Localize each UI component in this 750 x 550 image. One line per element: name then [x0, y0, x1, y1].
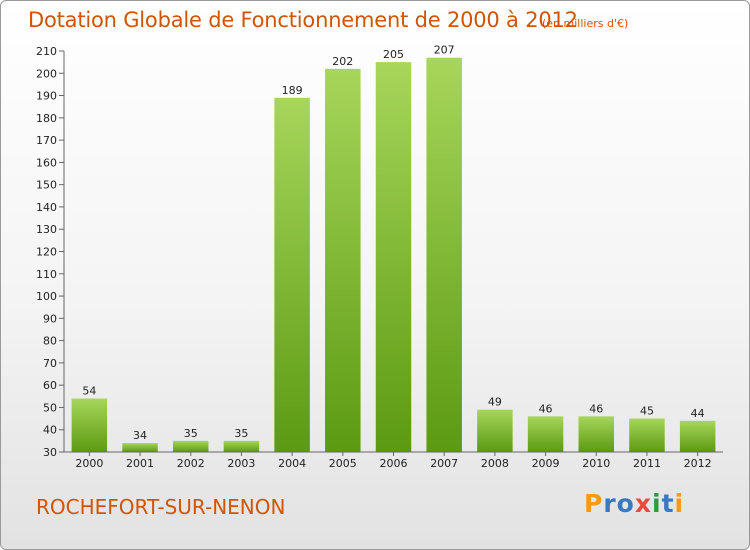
y-tick-label: 50: [43, 401, 57, 414]
value-label-2010: 46: [589, 402, 603, 415]
x-tick-label-2003: 2003: [227, 457, 255, 470]
x-tick-label-2004: 2004: [278, 457, 306, 470]
y-tick-label: 110: [36, 268, 57, 281]
bar-2007: [426, 57, 462, 452]
logo-letter: o: [616, 489, 635, 518]
logo-letter: P: [584, 489, 604, 518]
y-tick-label: 190: [36, 90, 57, 103]
logo-letter: r: [603, 489, 617, 518]
x-tick-label-2005: 2005: [329, 457, 357, 470]
value-label-2006: 205: [383, 48, 404, 61]
bar-2012: [679, 420, 716, 452]
bar-2000: [71, 398, 108, 452]
logo-letter: i: [674, 489, 685, 518]
value-label-2004: 189: [282, 84, 303, 97]
value-label-2000: 54: [82, 385, 96, 398]
y-tick-label: 120: [36, 246, 57, 259]
value-label-2011: 45: [640, 405, 654, 418]
y-tick-label: 40: [43, 424, 57, 437]
bar-2002: [172, 440, 209, 452]
x-tick-label-2002: 2002: [177, 457, 205, 470]
y-tick-label: 160: [36, 156, 57, 169]
x-tick-label-2011: 2011: [633, 457, 661, 470]
x-tick-label-2010: 2010: [582, 457, 610, 470]
y-tick-label: 90: [43, 312, 57, 325]
y-tick-label: 60: [43, 379, 57, 392]
bar-2010: [578, 416, 615, 452]
y-tick-label: 200: [36, 67, 57, 80]
value-label-2008: 49: [488, 396, 502, 409]
y-tick-label: 70: [43, 357, 57, 370]
y-tick-label: 140: [36, 201, 57, 214]
y-tick-label: 80: [43, 335, 57, 348]
y-tick-label: 170: [36, 134, 57, 147]
y-tick-label: 100: [36, 290, 57, 303]
y-tick-label: 180: [36, 112, 57, 125]
bar-2001: [122, 443, 158, 452]
logo-letter: t: [661, 489, 675, 518]
value-label-2012: 44: [691, 407, 705, 420]
logo-letter: x: [634, 489, 652, 518]
x-tick-label-2009: 2009: [532, 457, 560, 470]
y-tick-label: 130: [36, 223, 57, 236]
value-label-2007: 207: [434, 44, 455, 57]
value-label-2001: 34: [133, 429, 147, 442]
y-tick-label: 210: [36, 45, 57, 58]
x-tick-label-2000: 2000: [75, 457, 103, 470]
bar-2006: [375, 62, 412, 453]
x-tick-label-2012: 2012: [684, 457, 712, 470]
value-label-2003: 35: [234, 427, 248, 440]
y-tick-label: 150: [36, 179, 57, 192]
commune-name: ROCHEFORT-SUR-NENON: [36, 495, 286, 519]
bar-2008: [477, 409, 513, 452]
proxiti-logo: Proxiti: [584, 489, 684, 518]
value-label-2002: 35: [184, 427, 198, 440]
chart-title: Dotation Globale de Fonctionnement de 20…: [28, 8, 578, 32]
bar-2003: [223, 440, 260, 452]
y-tick-label: 30: [43, 446, 57, 459]
bar-2004: [274, 97, 310, 453]
x-tick-label-2006: 2006: [380, 457, 408, 470]
value-label-2009: 46: [539, 402, 553, 415]
bar-2005: [325, 68, 361, 453]
value-label-2005: 202: [332, 55, 353, 68]
bar-2009: [527, 416, 564, 452]
x-tick-label-2008: 2008: [481, 457, 509, 470]
bar-2011: [629, 418, 665, 452]
x-tick-label-2001: 2001: [126, 457, 154, 470]
logo-letter: i: [652, 489, 662, 518]
chart-subtitle: (en milliers d'€): [542, 17, 629, 30]
x-tick-label-2007: 2007: [430, 457, 458, 470]
